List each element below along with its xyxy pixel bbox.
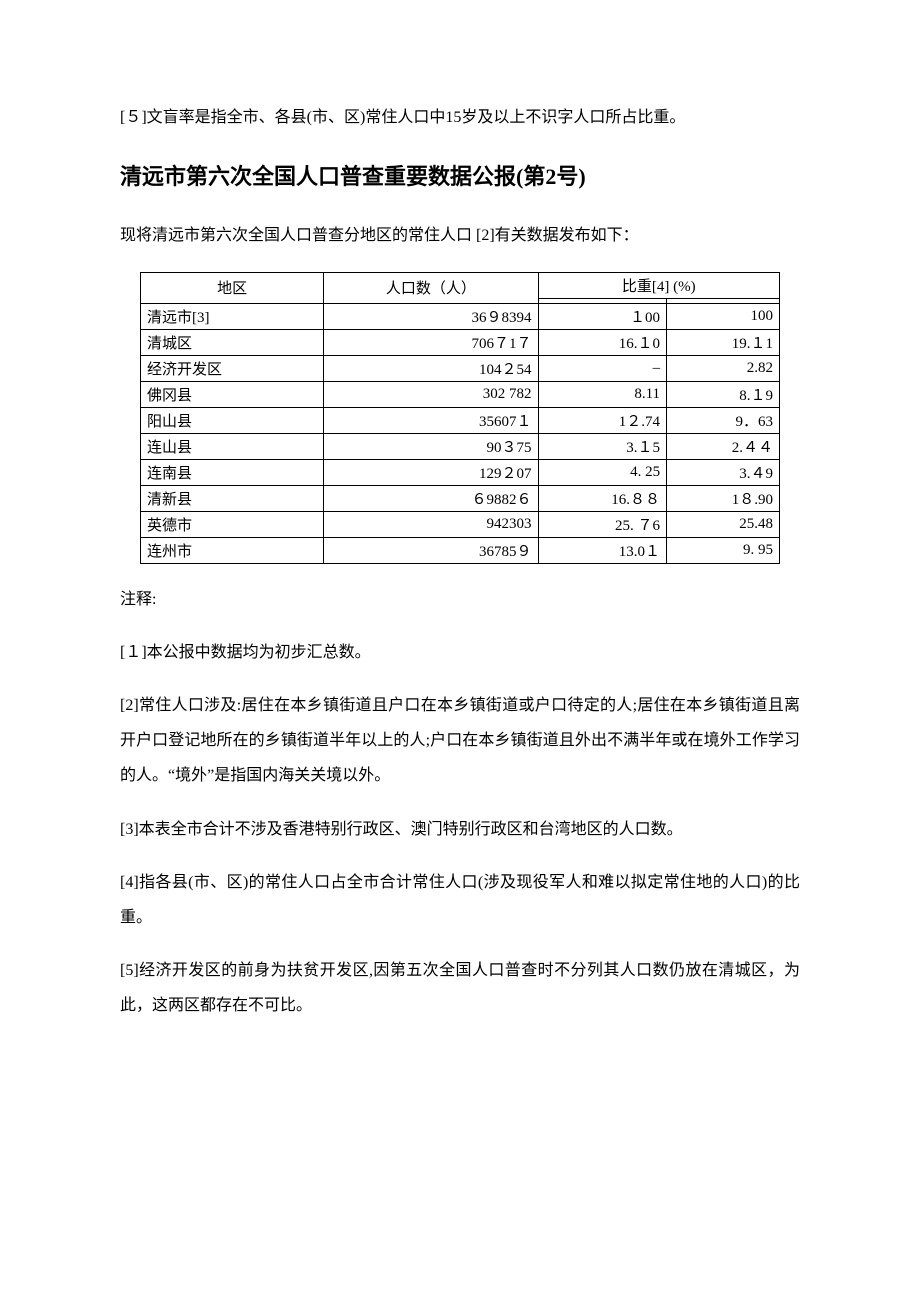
col-percent-group-header: 比重[4] (%) [538,272,779,298]
col-population-header: 人口数（人） [324,272,538,303]
cell-region: 清远市[3] [141,303,324,329]
note-paragraph: [5]经济开发区的前身为扶贫开发区,因第五次全国人口普查时不分列其人口数仍放在清… [120,953,800,1023]
note-paragraph: [１]本公报中数据均为初步汇总数。 [120,635,800,670]
table-row: 清远市[3]36９8394１00100 [141,303,780,329]
cell-population: 706７1７ [324,329,538,355]
cell-percent-1: 1２.74 [538,407,667,433]
cell-percent-2: 9．63 [667,407,780,433]
table-row: 佛冈县302 7828.118.１9 [141,381,780,407]
cell-percent-1: 13.0１ [538,537,667,563]
table-row: 连州市36785９13.0１9. 95 [141,537,780,563]
cell-population: 104２54 [324,355,538,381]
table-row: 阳山县35607１1２.749．63 [141,407,780,433]
table-row: 清城区706７1７16.１019.１1 [141,329,780,355]
cell-percent-2: 100 [667,303,780,329]
document-title: 清远市第六次全国人口普查重要数据公报(第2号) [120,159,800,194]
cell-population: 90３75 [324,433,538,459]
notes-heading: 注释: [120,582,800,617]
cell-percent-1: 8.11 [538,381,667,407]
cell-region: 英德市 [141,511,324,537]
cell-region: 阳山县 [141,407,324,433]
col-region-header: 地区 [141,272,324,303]
table-row: 经济开发区104２54–2.82 [141,355,780,381]
notes-list: [１]本公报中数据均为初步汇总数。 [2]常住人口涉及:居住在本乡镇街道且户口在本… [120,635,800,1024]
cell-percent-1: 3.１5 [538,433,667,459]
cell-region: 连南县 [141,459,324,485]
cell-region: 清新县 [141,485,324,511]
cell-population: 36９8394 [324,303,538,329]
cell-region: 连山县 [141,433,324,459]
cell-percent-1: １00 [538,303,667,329]
table-row: 连南县129２074. 253.４9 [141,459,780,485]
cell-percent-1: 16.８８ [538,485,667,511]
population-table-body: 清远市[3]36９8394１00100清城区706７1７16.１019.１1经济… [141,303,780,563]
cell-population: 302 782 [324,381,538,407]
cell-percent-2: 8.１9 [667,381,780,407]
cell-percent-2: 25.48 [667,511,780,537]
cell-percent-2: 2.82 [667,355,780,381]
intro-note: [５]文盲率是指全市、各县(市、区)常住人口中15岁及以上不识字人口所占比重。 [120,100,800,135]
cell-population: 129２07 [324,459,538,485]
cell-percent-1: 25. ７6 [538,511,667,537]
cell-percent-2: 2.４４ [667,433,780,459]
table-row: 清新县６9882６16.８８1８.90 [141,485,780,511]
cell-percent-1: 16.１0 [538,329,667,355]
cell-percent-2: 1８.90 [667,485,780,511]
lead-paragraph: 现将清远市第六次全国人口普查分地区的常住人口 [2]有关数据发布如下： [120,218,800,253]
cell-population: ６9882６ [324,485,538,511]
cell-percent-1: 4. 25 [538,459,667,485]
table-row: 连山县90３753.１52.４４ [141,433,780,459]
cell-population: 35607１ [324,407,538,433]
cell-percent-1: – [538,355,667,381]
cell-population: 942303 [324,511,538,537]
population-table: 地区 人口数（人） 比重[4] (%) 清远市[3]36９8394１00100清… [140,272,780,564]
cell-percent-2: 19.１1 [667,329,780,355]
cell-region: 连州市 [141,537,324,563]
document-page: [５]文盲率是指全市、各县(市、区)常住人口中15岁及以上不识字人口所占比重。 … [0,0,920,1302]
note-paragraph: [3]本表全市合计不涉及香港特别行政区、澳门特别行政区和台湾地区的人口数。 [120,812,800,847]
note-paragraph: [4]指各县(市、区)的常住人口占全市合计常住人口(涉及现役军人和难以拟定常住地… [120,865,800,935]
cell-region: 清城区 [141,329,324,355]
cell-region: 经济开发区 [141,355,324,381]
cell-population: 36785９ [324,537,538,563]
cell-region: 佛冈县 [141,381,324,407]
note-paragraph: [2]常住人口涉及:居住在本乡镇街道且户口在本乡镇街道或户口待定的人;居住在本乡… [120,688,800,794]
cell-percent-2: 9. 95 [667,537,780,563]
table-row: 英德市94230325. ７625.48 [141,511,780,537]
cell-percent-2: 3.４9 [667,459,780,485]
